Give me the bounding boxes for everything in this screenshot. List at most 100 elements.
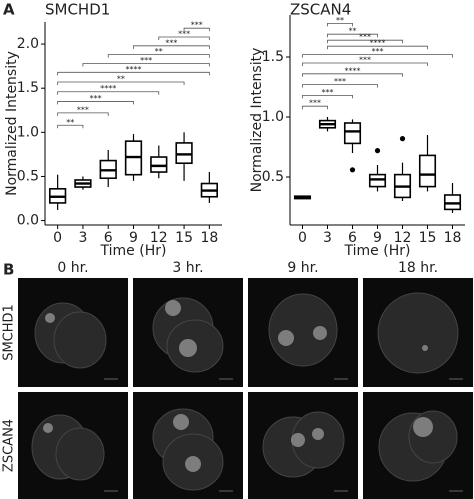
chart-title: SMCHD1: [45, 1, 110, 19]
significance-label: **: [155, 47, 163, 56]
significance-label: ***: [77, 105, 89, 114]
x-tick-label: 0: [53, 230, 62, 246]
box: [175, 142, 193, 165]
x-tick-label: 12: [150, 230, 168, 246]
significance-label: ***: [359, 56, 371, 65]
y-tick-label: 1.0: [17, 124, 39, 140]
x-tick-label: 15: [175, 230, 193, 246]
micrograph: [248, 278, 358, 387]
x-tick-label: 15: [419, 230, 437, 246]
row-label: ZSCAN4: [2, 419, 17, 472]
y-tick-label: 0.0: [17, 213, 39, 229]
significance-label: ***: [359, 33, 371, 42]
significance-bracket: [183, 27, 210, 32]
significance-label: ***: [90, 94, 102, 103]
nucleus: [313, 326, 327, 340]
box: [368, 173, 387, 188]
cell: [55, 427, 105, 481]
cell: [377, 292, 459, 374]
panel-label: B: [3, 261, 14, 279]
micrograph: [248, 392, 358, 499]
significance-bracket: [57, 112, 109, 116]
significance-bracket: [57, 101, 134, 105]
x-axis-label: Time (Hr): [344, 243, 411, 259]
x-tick-label: 9: [373, 230, 382, 246]
y-tick-label: 0.5: [17, 168, 39, 184]
significance-label: **: [117, 75, 125, 84]
significance-bracket: [302, 95, 353, 99]
outlier: [374, 148, 381, 154]
nucleus: [45, 313, 55, 323]
nucleus: [173, 414, 189, 430]
outlier: [349, 167, 356, 173]
significance-label: **: [349, 27, 357, 36]
significance-label: ***: [334, 77, 346, 86]
significance-bracket: [57, 81, 185, 86]
row-label: SMCHD1: [2, 304, 17, 361]
significance-label: ***: [322, 88, 334, 97]
significance-label: ***: [309, 99, 321, 108]
significance-bracket: [327, 39, 403, 44]
y-tick-label: 1.5: [262, 49, 284, 65]
nucleus: [165, 300, 181, 316]
significance-label: ****: [126, 65, 142, 74]
nucleus: [278, 330, 294, 346]
y-tick-label: 2.0: [17, 36, 39, 52]
x-axis-label: Time (Hr): [100, 243, 167, 259]
significance-bracket: [57, 91, 160, 95]
significance-bracket: [327, 33, 378, 38]
x-tick-label: 6: [348, 230, 357, 246]
nucleus: [43, 423, 53, 433]
significance-label: **: [66, 118, 74, 127]
x-tick-label: 12: [394, 230, 412, 246]
box: [150, 156, 168, 173]
significance-bracket: [133, 45, 210, 49]
significance-bracket: [327, 45, 428, 50]
x-tick-label: 9: [129, 230, 138, 246]
x-tick-label: 3: [323, 230, 332, 246]
significance-label: ***: [191, 21, 203, 30]
x-tick-label: 18: [444, 230, 462, 246]
significance-bracket: [57, 124, 84, 129]
significance-bracket: [302, 105, 328, 110]
y-tick-label: 1.0: [262, 109, 284, 125]
significance-bracket: [327, 23, 353, 27]
column-header: 18 hr.: [398, 260, 438, 276]
column-header: 0 hr.: [57, 260, 88, 276]
column-header: 9 hr.: [287, 260, 318, 276]
significance-label: **: [336, 16, 344, 25]
x-tick-label: 18: [200, 230, 218, 246]
y-axis-label: Normalized Intensity: [4, 51, 20, 196]
nucleus: [422, 345, 428, 351]
significance-bracket: [302, 84, 378, 88]
micrograph: [18, 278, 128, 387]
x-tick-label: 0: [298, 230, 307, 246]
significance-label: ****: [370, 39, 386, 48]
cell: [268, 293, 338, 367]
micrograph: [18, 392, 128, 499]
nucleus: [185, 456, 201, 472]
micrograph: [133, 392, 243, 499]
significance-label: ***: [178, 30, 190, 39]
significance-bracket: [57, 71, 210, 76]
box: [418, 154, 437, 188]
column-header: 3 hr.: [172, 260, 203, 276]
nucleus: [291, 433, 305, 447]
x-tick-label: 6: [104, 230, 113, 246]
significance-bracket: [302, 62, 428, 66]
y-axis-label: Normalized Intensity: [249, 48, 265, 193]
micrograph: [363, 392, 473, 499]
significance-label: ***: [140, 56, 152, 65]
significance-label: ****: [100, 84, 116, 93]
chart-title: ZSCAN4: [290, 1, 351, 19]
y-tick-label: 1.5: [17, 80, 39, 96]
cell: [53, 311, 107, 369]
x-tick-label: 3: [78, 230, 87, 246]
micrograph: [133, 278, 243, 387]
significance-label: ***: [372, 47, 384, 56]
significance-bracket: [302, 73, 403, 77]
significance-bracket: [82, 63, 210, 67]
box: [343, 122, 362, 145]
panel-label: A: [3, 1, 15, 19]
